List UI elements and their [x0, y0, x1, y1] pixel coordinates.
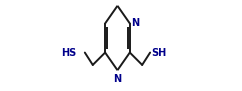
Text: N: N: [113, 74, 121, 84]
Text: SH: SH: [151, 48, 167, 58]
Text: N: N: [131, 18, 139, 28]
Text: HS: HS: [61, 48, 76, 58]
